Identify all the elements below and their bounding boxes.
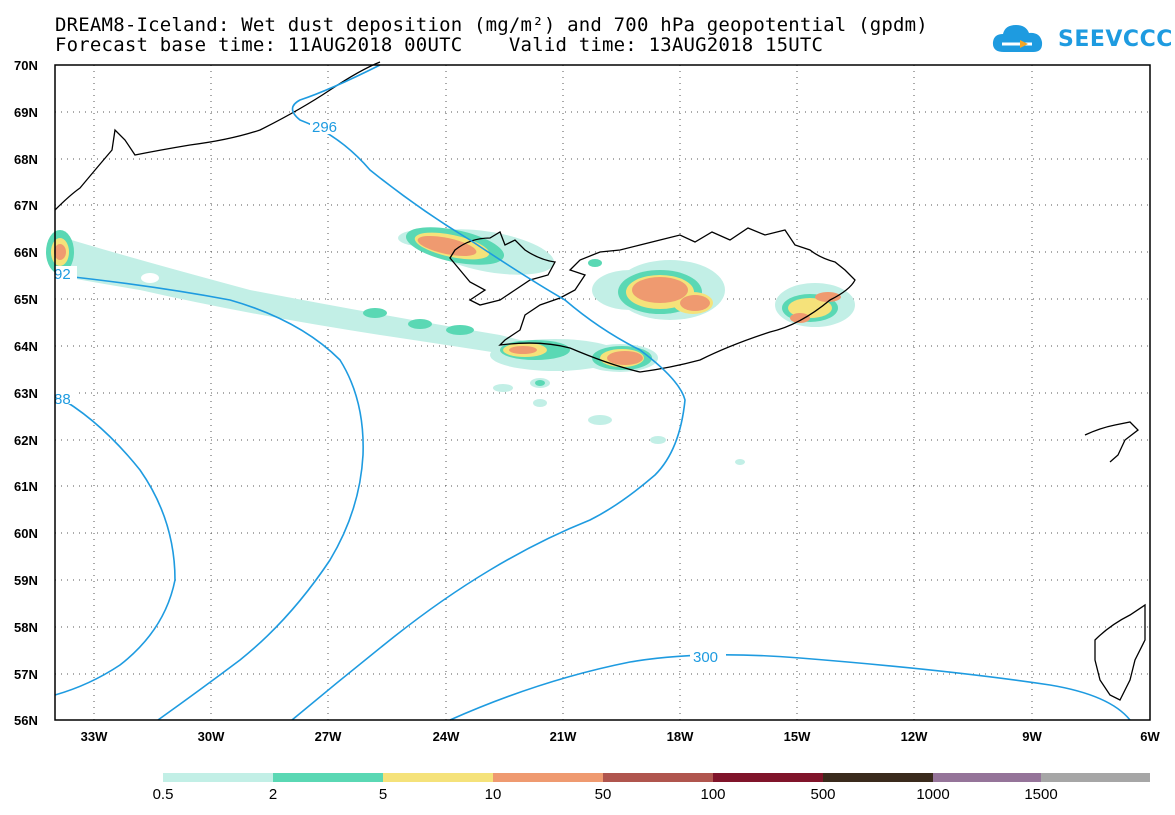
lat-label: 67N [14, 198, 38, 213]
legend-swatch [823, 773, 933, 782]
lat-label: 66N [14, 245, 38, 260]
lat-label: 58N [14, 620, 38, 635]
legend-label: 2 [268, 786, 278, 803]
legend-label: 1500 [1024, 786, 1058, 803]
lat-label: 64N [14, 339, 38, 354]
legend-label: 50 [594, 786, 612, 803]
legend-swatch [273, 773, 383, 782]
longitude-labels: 33W 30W 27W 24W 21W 18W 15W 12W 9W 6W [81, 729, 1161, 744]
legend-swatch [713, 773, 823, 782]
lat-label: 59N [14, 573, 38, 588]
legend-label: 500 [810, 786, 836, 803]
legend-swatch [383, 773, 493, 782]
lon-label: 15W [784, 729, 811, 744]
legend-swatch [163, 773, 273, 782]
lon-label: 24W [433, 729, 460, 744]
lat-label: 61N [14, 479, 38, 494]
map-title: DREAM8-Iceland: Wet dust deposition (mg/… [55, 14, 928, 36]
forecast-time-line: Forecast base time: 11AUG2018 00UTC Vali… [55, 34, 824, 56]
grid-lines [55, 65, 1150, 720]
lat-label: 62N [14, 433, 38, 448]
legend-swatch [933, 773, 1041, 782]
lat-label: 63N [14, 386, 38, 401]
lat-label: 56N [14, 713, 38, 728]
contour-label-292: 92 [54, 266, 71, 283]
contour-label-288: 88 [54, 391, 71, 408]
latitude-labels: 70N 69N 68N 67N 66N 65N 64N 63N 62N 61N … [14, 58, 38, 728]
legend-label: 1000 [916, 786, 950, 803]
contour-labels: 296 92 88 300 [54, 119, 726, 666]
lat-label: 57N [14, 667, 38, 682]
lon-label: 30W [198, 729, 225, 744]
lat-label: 70N [14, 58, 38, 73]
legend-label: 0.5 [152, 786, 174, 803]
lat-label: 60N [14, 526, 38, 541]
lon-label: 27W [315, 729, 342, 744]
lon-label: 21W [550, 729, 577, 744]
legend-label: 5 [378, 786, 388, 803]
legend-label: 10 [484, 786, 502, 803]
coastlines [54, 61, 1146, 701]
lat-label: 68N [14, 152, 38, 167]
geopotential-contours [54, 64, 1131, 721]
legend-swatch [1041, 773, 1150, 782]
lat-label: 65N [14, 292, 38, 307]
seevccc-logo-text: SEEVCCC [1058, 27, 1173, 52]
contour-label-296: 296 [312, 119, 337, 136]
legend-swatch [603, 773, 713, 782]
lat-label: 69N [14, 105, 38, 120]
lon-label: 6W [1140, 729, 1160, 744]
legend-label: 100 [700, 786, 726, 803]
cloud-logo-icon [992, 25, 1043, 52]
legend-swatch [493, 773, 603, 782]
map-frame [54, 64, 1151, 721]
lon-label: 9W [1022, 729, 1042, 744]
lon-label: 18W [667, 729, 694, 744]
lon-label: 33W [81, 729, 108, 744]
contour-label-300: 300 [693, 649, 718, 666]
lon-label: 12W [901, 729, 928, 744]
